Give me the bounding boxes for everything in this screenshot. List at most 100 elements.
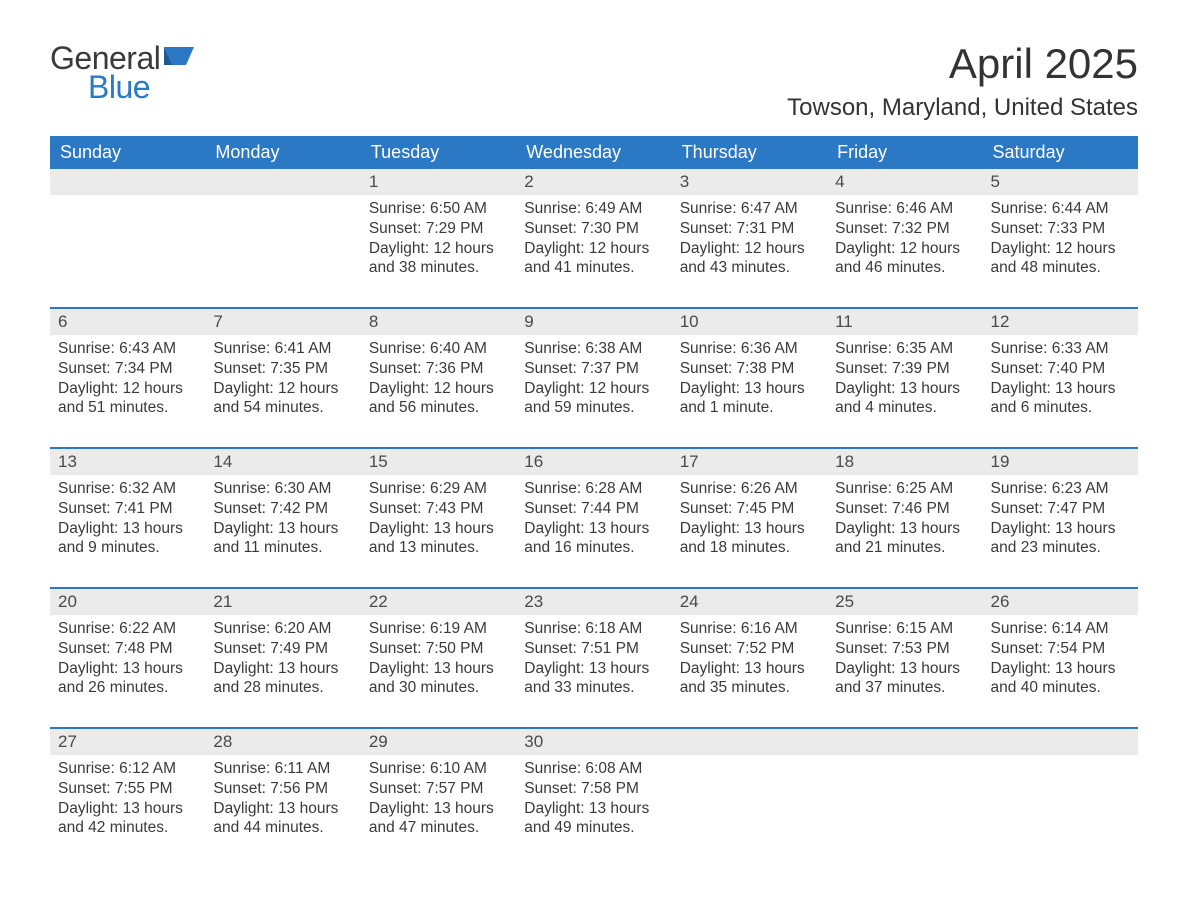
daylight-line: Daylight: 13 hours and 1 minute. (680, 379, 819, 419)
sunrise-line: Sunrise: 6:15 AM (835, 619, 974, 639)
day-number: 15 (361, 449, 516, 475)
day-body: Sunrise: 6:29 AMSunset: 7:43 PMDaylight:… (361, 475, 516, 566)
day-body: Sunrise: 6:15 AMSunset: 7:53 PMDaylight:… (827, 615, 982, 706)
day-number: 30 (516, 729, 671, 755)
daylight-line: Daylight: 13 hours and 40 minutes. (991, 659, 1130, 699)
sunset-line: Sunset: 7:53 PM (835, 639, 974, 659)
sunrise-line: Sunrise: 6:46 AM (835, 199, 974, 219)
sunset-line: Sunset: 7:46 PM (835, 499, 974, 519)
week-row: 13Sunrise: 6:32 AMSunset: 7:41 PMDayligh… (50, 447, 1138, 587)
sunset-line: Sunset: 7:32 PM (835, 219, 974, 239)
daylight-line: Daylight: 13 hours and 49 minutes. (524, 799, 663, 839)
sunset-line: Sunset: 7:38 PM (680, 359, 819, 379)
week-row: 6Sunrise: 6:43 AMSunset: 7:34 PMDaylight… (50, 307, 1138, 447)
sunset-line: Sunset: 7:29 PM (369, 219, 508, 239)
day-number: 10 (672, 309, 827, 335)
day-cell: 14Sunrise: 6:30 AMSunset: 7:42 PMDayligh… (205, 449, 360, 587)
sunset-line: Sunset: 7:42 PM (213, 499, 352, 519)
day-body: Sunrise: 6:26 AMSunset: 7:45 PMDaylight:… (672, 475, 827, 566)
day-number: 18 (827, 449, 982, 475)
day-number (827, 729, 982, 755)
day-cell: 13Sunrise: 6:32 AMSunset: 7:41 PMDayligh… (50, 449, 205, 587)
day-cell: 24Sunrise: 6:16 AMSunset: 7:52 PMDayligh… (672, 589, 827, 727)
day-cell: 11Sunrise: 6:35 AMSunset: 7:39 PMDayligh… (827, 309, 982, 447)
day-cell: 5Sunrise: 6:44 AMSunset: 7:33 PMDaylight… (983, 169, 1138, 307)
day-number: 21 (205, 589, 360, 615)
week-row: 27Sunrise: 6:12 AMSunset: 7:55 PMDayligh… (50, 727, 1138, 867)
day-number: 17 (672, 449, 827, 475)
sunrise-line: Sunrise: 6:23 AM (991, 479, 1130, 499)
sunrise-line: Sunrise: 6:12 AM (58, 759, 197, 779)
sunrise-line: Sunrise: 6:47 AM (680, 199, 819, 219)
day-number: 2 (516, 169, 671, 195)
dow-sunday: Sunday (50, 136, 205, 169)
day-number: 14 (205, 449, 360, 475)
day-cell: 12Sunrise: 6:33 AMSunset: 7:40 PMDayligh… (983, 309, 1138, 447)
sunrise-line: Sunrise: 6:11 AM (213, 759, 352, 779)
day-cell: 17Sunrise: 6:26 AMSunset: 7:45 PMDayligh… (672, 449, 827, 587)
day-cell: 21Sunrise: 6:20 AMSunset: 7:49 PMDayligh… (205, 589, 360, 727)
day-cell: 3Sunrise: 6:47 AMSunset: 7:31 PMDaylight… (672, 169, 827, 307)
day-cell: 1Sunrise: 6:50 AMSunset: 7:29 PMDaylight… (361, 169, 516, 307)
sunset-line: Sunset: 7:41 PM (58, 499, 197, 519)
sunset-line: Sunset: 7:39 PM (835, 359, 974, 379)
day-body: Sunrise: 6:16 AMSunset: 7:52 PMDaylight:… (672, 615, 827, 706)
day-body: Sunrise: 6:18 AMSunset: 7:51 PMDaylight:… (516, 615, 671, 706)
day-body: Sunrise: 6:32 AMSunset: 7:41 PMDaylight:… (50, 475, 205, 566)
daylight-line: Daylight: 13 hours and 13 minutes. (369, 519, 508, 559)
daylight-line: Daylight: 13 hours and 21 minutes. (835, 519, 974, 559)
daylight-line: Daylight: 13 hours and 28 minutes. (213, 659, 352, 699)
logo-word2: Blue (88, 69, 150, 106)
day-cell (672, 729, 827, 867)
daylight-line: Daylight: 13 hours and 23 minutes. (991, 519, 1130, 559)
daylight-line: Daylight: 13 hours and 47 minutes. (369, 799, 508, 839)
day-cell: 26Sunrise: 6:14 AMSunset: 7:54 PMDayligh… (983, 589, 1138, 727)
sunrise-line: Sunrise: 6:29 AM (369, 479, 508, 499)
sunset-line: Sunset: 7:44 PM (524, 499, 663, 519)
sunrise-line: Sunrise: 6:32 AM (58, 479, 197, 499)
sunset-line: Sunset: 7:54 PM (991, 639, 1130, 659)
day-number: 25 (827, 589, 982, 615)
daylight-line: Daylight: 13 hours and 35 minutes. (680, 659, 819, 699)
day-cell (50, 169, 205, 307)
day-body: Sunrise: 6:43 AMSunset: 7:34 PMDaylight:… (50, 335, 205, 426)
day-body: Sunrise: 6:41 AMSunset: 7:35 PMDaylight:… (205, 335, 360, 426)
title-block: April 2025 Towson, Maryland, United Stat… (787, 40, 1138, 122)
sunrise-line: Sunrise: 6:40 AM (369, 339, 508, 359)
sunset-line: Sunset: 7:51 PM (524, 639, 663, 659)
day-cell: 16Sunrise: 6:28 AMSunset: 7:44 PMDayligh… (516, 449, 671, 587)
sunset-line: Sunset: 7:37 PM (524, 359, 663, 379)
sunrise-line: Sunrise: 6:25 AM (835, 479, 974, 499)
sunrise-line: Sunrise: 6:16 AM (680, 619, 819, 639)
sunset-line: Sunset: 7:30 PM (524, 219, 663, 239)
sunset-line: Sunset: 7:58 PM (524, 779, 663, 799)
day-body: Sunrise: 6:44 AMSunset: 7:33 PMDaylight:… (983, 195, 1138, 286)
dow-monday: Monday (205, 136, 360, 169)
sunset-line: Sunset: 7:45 PM (680, 499, 819, 519)
day-body: Sunrise: 6:38 AMSunset: 7:37 PMDaylight:… (516, 335, 671, 426)
sunrise-line: Sunrise: 6:19 AM (369, 619, 508, 639)
day-number: 19 (983, 449, 1138, 475)
day-body: Sunrise: 6:35 AMSunset: 7:39 PMDaylight:… (827, 335, 982, 426)
day-number: 27 (50, 729, 205, 755)
daylight-line: Daylight: 12 hours and 51 minutes. (58, 379, 197, 419)
day-body: Sunrise: 6:30 AMSunset: 7:42 PMDaylight:… (205, 475, 360, 566)
daylight-line: Daylight: 12 hours and 59 minutes. (524, 379, 663, 419)
sunset-line: Sunset: 7:48 PM (58, 639, 197, 659)
day-number: 11 (827, 309, 982, 335)
day-cell: 30Sunrise: 6:08 AMSunset: 7:58 PMDayligh… (516, 729, 671, 867)
day-number (50, 169, 205, 195)
day-number: 26 (983, 589, 1138, 615)
day-cell: 6Sunrise: 6:43 AMSunset: 7:34 PMDaylight… (50, 309, 205, 447)
daylight-line: Daylight: 12 hours and 48 minutes. (991, 239, 1130, 279)
day-cell: 25Sunrise: 6:15 AMSunset: 7:53 PMDayligh… (827, 589, 982, 727)
day-cell: 15Sunrise: 6:29 AMSunset: 7:43 PMDayligh… (361, 449, 516, 587)
daylight-line: Daylight: 13 hours and 4 minutes. (835, 379, 974, 419)
sunrise-line: Sunrise: 6:18 AM (524, 619, 663, 639)
day-cell: 2Sunrise: 6:49 AMSunset: 7:30 PMDaylight… (516, 169, 671, 307)
daylight-line: Daylight: 12 hours and 41 minutes. (524, 239, 663, 279)
sunrise-line: Sunrise: 6:41 AM (213, 339, 352, 359)
day-body: Sunrise: 6:25 AMSunset: 7:46 PMDaylight:… (827, 475, 982, 566)
day-cell: 10Sunrise: 6:36 AMSunset: 7:38 PMDayligh… (672, 309, 827, 447)
day-number: 24 (672, 589, 827, 615)
